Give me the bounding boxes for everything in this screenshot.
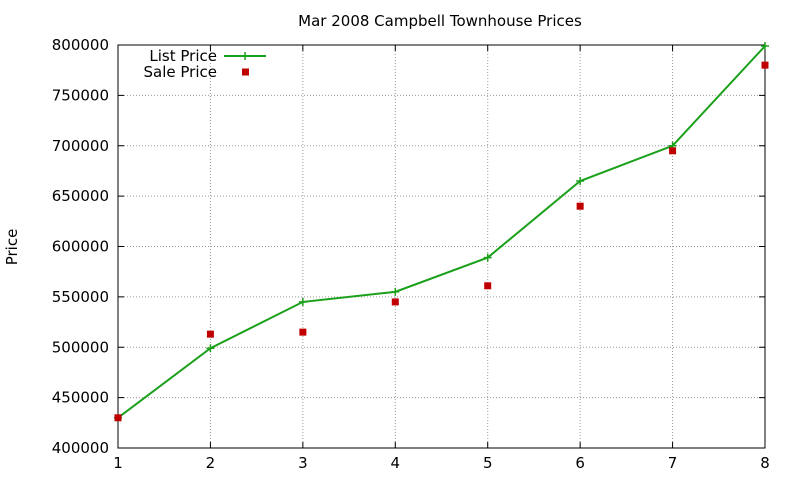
- plot-border: [117, 44, 766, 449]
- y-axis-label: Price: [3, 229, 21, 266]
- list-price-line: [117, 45, 766, 419]
- sale-price-point: [669, 147, 677, 155]
- legend-square-swatch: [242, 68, 249, 76]
- sale-price-point: [761, 61, 769, 69]
- series-1: [114, 61, 769, 422]
- y-tick-label: 750000: [52, 86, 109, 104]
- y-tick-label: 450000: [52, 389, 109, 407]
- list-price-point: [576, 177, 585, 186]
- sale-price-point: [114, 414, 122, 422]
- sale-price-point: [299, 328, 307, 336]
- list-price-point: [761, 42, 769, 51]
- x-tick-label: 1: [113, 454, 123, 472]
- axis-ticks: 1 2 3 4 5 6 7 8 400000 450000 500000 550000 600000 65…: [52, 36, 770, 472]
- y-tick-label: 500000: [52, 338, 109, 356]
- x-tick-label: 4: [391, 454, 401, 472]
- y-tick-label: 700000: [52, 137, 109, 155]
- x-tick-label: 7: [668, 454, 678, 472]
- x-tick-label: 5: [483, 454, 493, 472]
- grid-lines: [118, 45, 765, 448]
- x-tick-label: 2: [206, 454, 216, 472]
- x-tick-label: 3: [298, 454, 308, 472]
- sale-price-point: [484, 282, 492, 290]
- list-price-point: [206, 344, 215, 353]
- sale-price-point: [206, 330, 214, 338]
- series-0: [114, 42, 769, 422]
- list-price-point: [391, 287, 400, 296]
- y-tick-label: 600000: [52, 238, 109, 256]
- series-layer: [114, 42, 769, 422]
- x-tick-label: 6: [575, 454, 585, 472]
- y-tick-label: 650000: [52, 187, 109, 205]
- list-price-point: [483, 253, 492, 262]
- y-tick-label: 550000: [52, 288, 109, 306]
- legend-label: Sale Price: [144, 63, 217, 81]
- sale-price-point: [576, 202, 584, 210]
- list-price-point: [298, 297, 307, 306]
- y-tick-label: 800000: [52, 36, 109, 54]
- sale-price-point: [391, 298, 399, 306]
- chart-title: Mar 2008 Campbell Townhouse Prices: [298, 12, 582, 30]
- y-tick-label: 400000: [52, 439, 109, 457]
- x-tick-label: 8: [760, 454, 770, 472]
- legend-label: List Price: [149, 47, 217, 65]
